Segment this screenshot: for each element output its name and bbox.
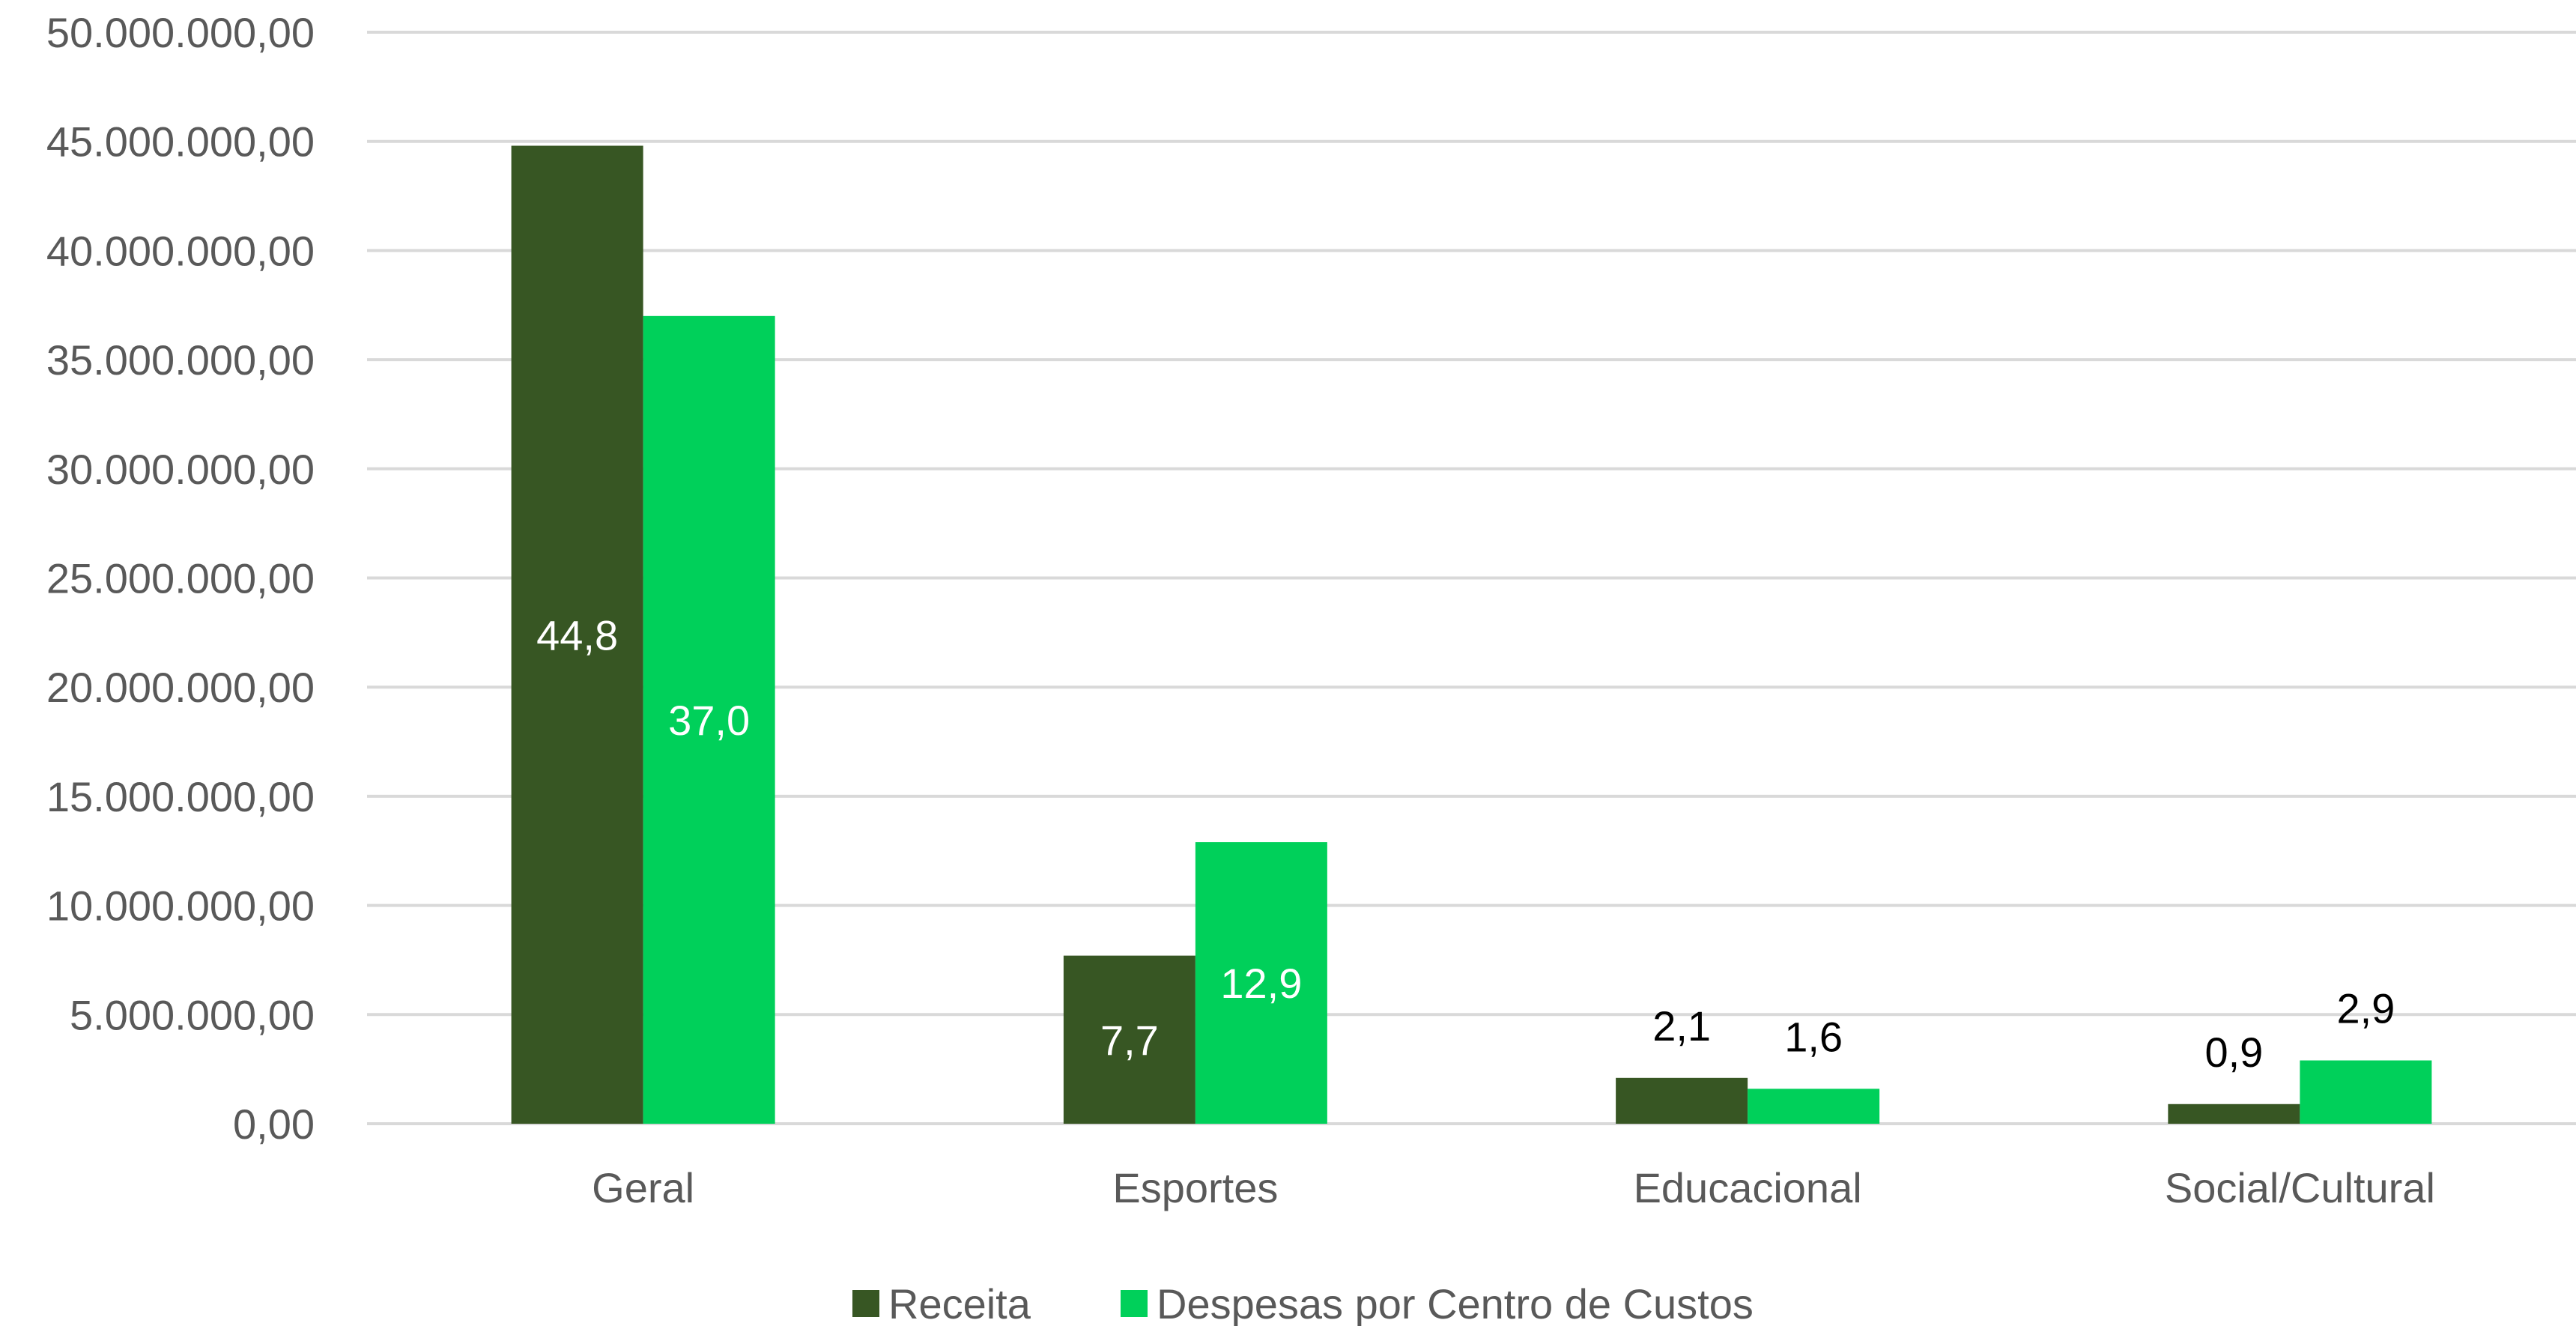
bar: [643, 315, 775, 1124]
y-tick-label: 0,00: [233, 1101, 315, 1148]
y-tick-label: 40.000.000,00: [46, 227, 315, 274]
data-label: 0,9: [2204, 1029, 2263, 1076]
bar: [1616, 1077, 1748, 1124]
x-category-label: Educacional: [1634, 1164, 1862, 1211]
bar: [1195, 842, 1327, 1124]
x-category-label: Geral: [592, 1164, 694, 1211]
data-label: 7,7: [1100, 1017, 1159, 1064]
y-tick-label: 35.000.000,00: [46, 336, 315, 384]
data-label: 1,6: [1784, 1013, 1843, 1060]
data-label: 44,8: [536, 611, 618, 659]
y-axis-ticks: 0,00 5.000.000,00 10.000.000,00 15.000.000,…: [46, 9, 315, 1148]
x-category-label: Social/Cultural: [2165, 1164, 2435, 1211]
legend-label: Receita: [888, 1280, 1031, 1326]
legend-label: Despesas por Centro de Custos: [1157, 1280, 1754, 1326]
x-category-label: Esportes: [1112, 1164, 1278, 1211]
data-label: 2,1: [1652, 1002, 1711, 1050]
legend: Receita Despesas por Centro de Custos: [852, 1280, 1754, 1326]
y-tick-label: 10.000.000,00: [46, 883, 315, 930]
legend-swatch: [1121, 1290, 1148, 1317]
y-tick-label: 50.000.000,00: [46, 9, 315, 56]
bar: [1748, 1089, 1880, 1124]
data-label: 12,9: [1220, 960, 1302, 1007]
bar: [1063, 955, 1195, 1124]
data-label: 37,0: [668, 697, 750, 744]
bars: [511, 145, 2432, 1124]
x-axis-categories: Geral Esportes Educacional Social/Cultural: [592, 1164, 2435, 1211]
y-tick-label: 5.000.000,00: [70, 991, 315, 1038]
bar: [511, 145, 643, 1124]
bar: [2168, 1104, 2300, 1124]
y-tick-label: 15.000.000,00: [46, 773, 315, 820]
legend-swatch: [852, 1290, 879, 1317]
y-tick-label: 45.000.000,00: [46, 118, 315, 166]
y-tick-label: 30.000.000,00: [46, 446, 315, 493]
y-tick-label: 25.000.000,00: [46, 555, 315, 602]
data-label: 2,9: [2336, 984, 2395, 1032]
y-tick-label: 20.000.000,00: [46, 664, 315, 711]
bar: [2300, 1060, 2432, 1124]
data-labels: 44,8 37,0 7,7 12,9 2,1 1,6 0,9 2,9: [536, 611, 2395, 1076]
